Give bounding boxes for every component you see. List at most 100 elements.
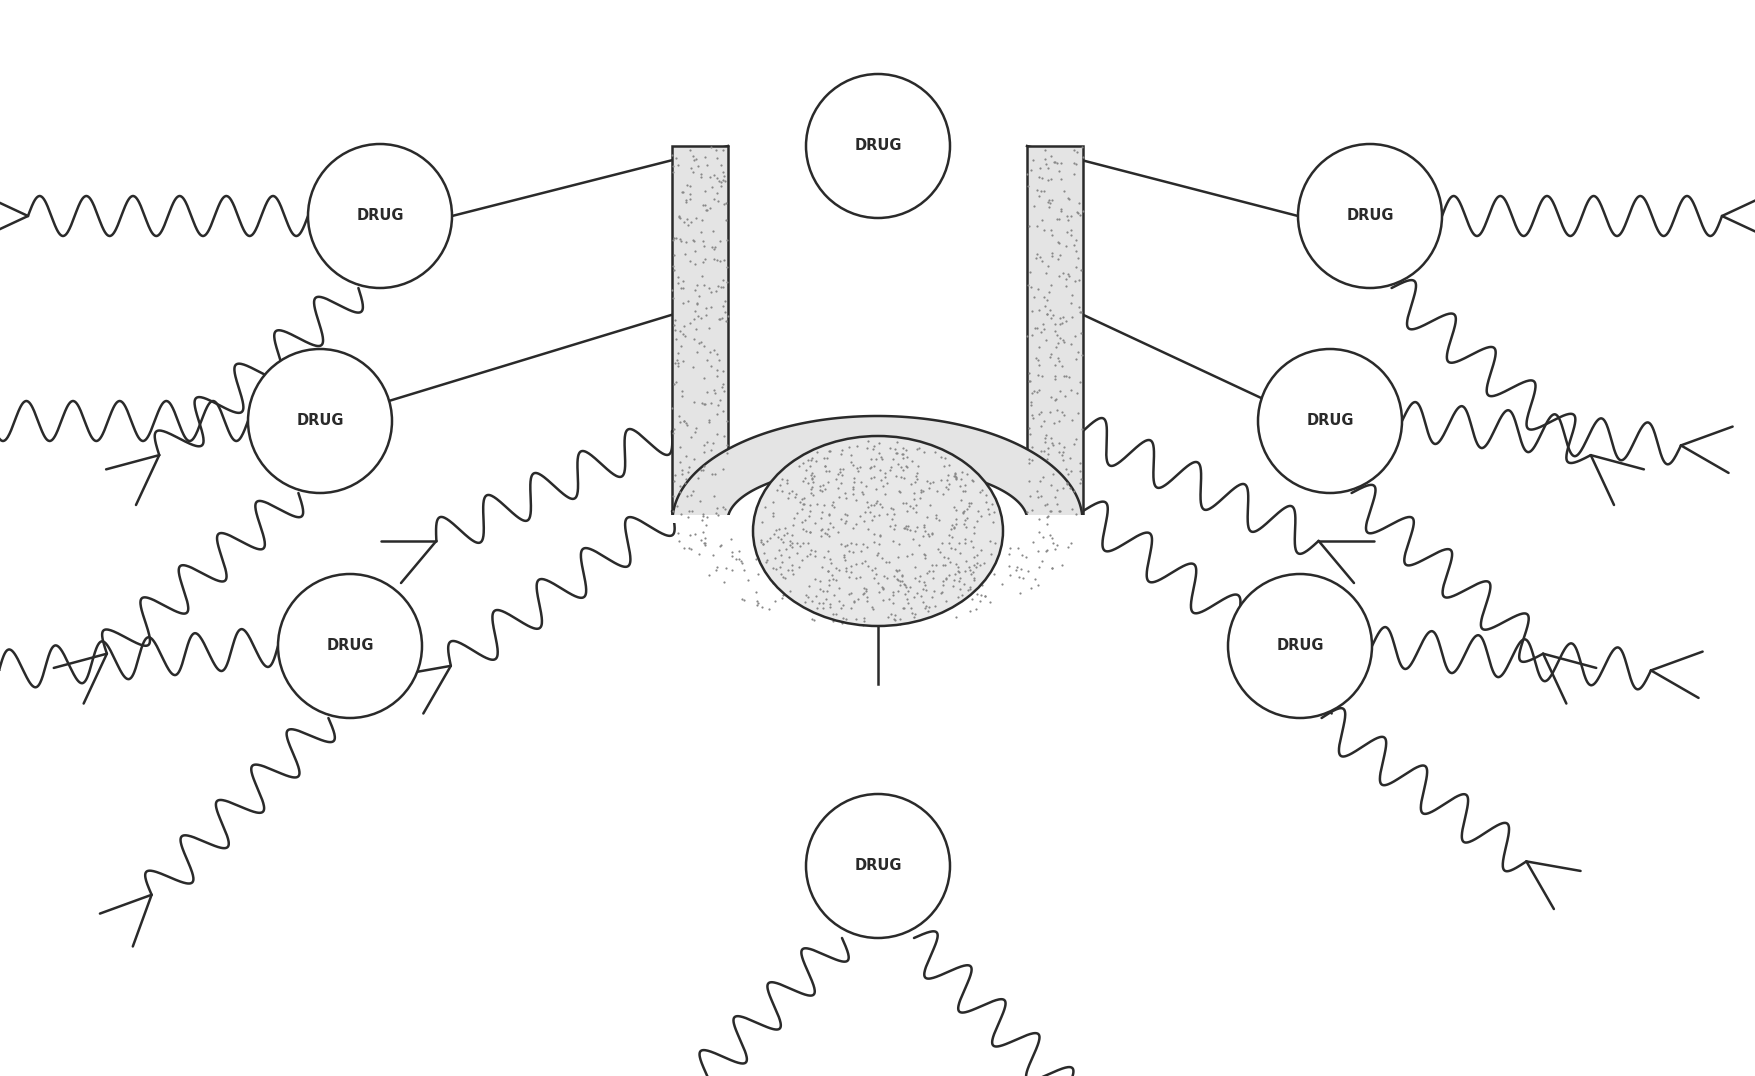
Point [846,508,874,525]
Point [758,494,786,511]
Point [762,522,790,539]
Point [799,610,827,627]
Point [1007,561,1035,578]
Point [776,582,804,599]
Point [788,513,816,530]
Point [1062,258,1090,275]
Point [885,536,913,553]
Point [1035,502,1064,520]
Point [795,544,823,562]
Point [874,553,902,570]
Point [883,434,911,451]
Point [879,611,907,628]
Point [978,495,1006,512]
Point [963,560,992,577]
Point [1000,562,1028,579]
Point [709,141,737,158]
Point [1027,404,1055,421]
Point [837,453,865,470]
Point [934,475,962,492]
Point [939,570,967,587]
Point [695,168,723,185]
Point [858,574,886,591]
Point [832,610,860,627]
Point [941,465,969,482]
Point [1027,170,1055,187]
Point [688,462,716,479]
Point [848,600,876,618]
Point [1034,192,1062,209]
Point [967,541,995,558]
Point [690,443,718,461]
Point [691,299,720,316]
Point [1014,217,1042,235]
Point [741,583,769,600]
Point [679,358,707,376]
Point [767,483,795,500]
Point [918,590,946,607]
Point [955,580,983,597]
Point [862,480,890,497]
Point [686,169,714,186]
Point [1053,211,1081,228]
Point [863,536,892,553]
Point [888,583,916,600]
Point [686,166,714,183]
Point [828,441,856,458]
Point [667,461,695,478]
Point [779,510,807,527]
Point [1069,202,1097,220]
Point [934,466,962,483]
Point [1021,250,1049,267]
Point [695,280,723,297]
Point [955,497,983,514]
Point [809,594,837,611]
Point [725,542,753,560]
Point [886,469,914,486]
Point [1042,349,1071,366]
Point [1048,309,1076,326]
Point [825,593,853,610]
Point [939,520,967,537]
Point [665,210,693,227]
Point [881,516,909,534]
Point [1049,334,1078,351]
Point [949,534,978,551]
Point [1030,427,1058,444]
Point [686,224,714,241]
Point [670,539,698,556]
Point [695,413,723,430]
Point [925,543,953,561]
Point [679,394,707,411]
Point [662,373,690,391]
Point [953,465,981,482]
Point [688,524,716,541]
Point [1067,420,1095,437]
Point [1057,411,1085,428]
Point [1032,292,1060,309]
Point [688,212,716,229]
Point [1049,367,1078,384]
Point [1028,288,1057,306]
Point [825,464,853,481]
Point [672,414,700,431]
Point [900,473,928,491]
Point [1020,198,1048,215]
Point [823,480,851,497]
Point [667,506,695,523]
Point [1035,349,1064,366]
Point [1023,218,1051,236]
Point [767,590,795,607]
Point [709,279,737,296]
Point [690,250,718,267]
Point [946,491,974,508]
Point [1041,323,1069,340]
Point [823,466,851,483]
Point [813,591,841,608]
Point [888,449,916,466]
Point [863,574,892,591]
Point [906,483,934,500]
Point [756,529,784,547]
Point [902,465,930,482]
Point [811,481,839,498]
